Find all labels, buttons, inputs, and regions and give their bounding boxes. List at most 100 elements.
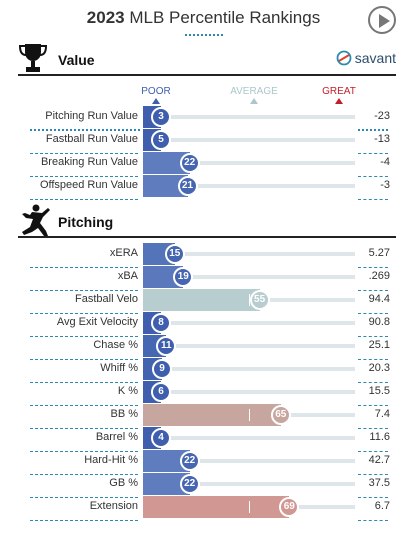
metric-value: 94.4 [368,293,390,305]
savant-label: savant [354,50,396,66]
metric-value: 25.1 [368,339,390,351]
legend-great-label: GREAT [322,86,356,97]
row-divider-right [358,129,388,131]
legend-poor-arrow-icon [152,98,160,104]
percentile-row[interactable]: Whiff % 9 20.3 [0,358,407,383]
metric-name: Offspeed Run Value [39,179,138,191]
percentile-bubble: 11 [156,336,177,356]
percentile-track [143,321,355,325]
trophy-icon [18,44,48,72]
row-divider-right [358,497,388,498]
metric-value: 11.6 [369,431,390,443]
metric-name: Fastball Velo [75,293,138,305]
row-divider-right [358,313,388,314]
percentile-track [143,344,355,348]
metric-name: Extension [89,500,138,512]
percentile-row[interactable]: Fastball Run Value 5 -13 [0,129,407,154]
savant-brand[interactable]: savant [336,50,396,66]
play-button[interactable] [368,6,396,34]
pitcher-icon [22,204,50,236]
row-divider [30,359,138,360]
percentile-row[interactable]: Hard-Hit % 22 42.7 [0,450,407,475]
percentile-bar [143,473,190,495]
row-divider [30,497,138,498]
legend-average: AVERAGE [224,86,284,104]
percentile-track [143,184,355,188]
row-divider [30,336,138,337]
percentile-bubble: 21 [177,176,198,196]
percentile-bubble: 4 [151,428,171,448]
percentile-row[interactable]: Fastball Velo 55 94.4 [0,289,407,314]
metric-name: Hard-Hit % [84,454,138,466]
legend-average-arrow-icon [250,98,258,104]
percentile-bar [143,175,188,197]
metric-value: 5.27 [368,247,390,259]
row-divider [30,474,138,475]
row-divider [30,267,138,268]
title-underline [184,34,223,36]
percentile-row[interactable]: BB % 65 7.4 [0,404,407,429]
metric-value: 42.7 [368,454,390,466]
percentile-row[interactable]: K % 6 15.5 [0,381,407,406]
row-divider-right [358,451,388,452]
metric-name: K % [117,385,138,397]
row-divider [30,199,138,200]
row-divider-right [358,520,388,521]
percentile-bar [143,152,190,174]
percentile-bar [143,404,281,426]
metric-value: -4 [380,156,390,168]
percentile-row[interactable]: Offspeed Run Value 21 -3 [0,175,407,200]
percentile-track [143,436,355,440]
percentile-bar [143,266,184,288]
metric-value: 90.8 [368,316,390,328]
percentile-row[interactable]: Breaking Run Value 22 -4 [0,152,407,177]
percentile-row[interactable]: GB % 22 37.5 [0,473,407,498]
metric-value: 20.3 [368,362,390,374]
percentile-bar [143,289,260,311]
percentile-bubble: 22 [179,474,200,494]
percentile-bubble: 22 [179,451,200,471]
row-divider [30,520,138,521]
row-divider-right [358,176,388,177]
metric-value: 6.7 [374,500,390,512]
percentile-row[interactable]: xBA 19 .269 [0,266,407,291]
row-divider [30,176,138,177]
percentile-row[interactable]: Barrel % 4 11.6 [0,427,407,452]
percentile-bubble: 9 [152,359,173,379]
percentile-row[interactable]: Extension 69 6.7 [0,496,407,521]
metric-name: Fastball Run Value [45,133,138,145]
percentile-bubble: 55 [249,290,270,310]
row-divider-right [358,382,388,383]
row-divider-right [358,428,388,429]
row-divider-right [358,199,388,200]
row-divider [30,382,138,383]
average-marker [249,409,250,421]
percentile-track [143,482,355,486]
percentile-bubble: 19 [173,267,194,287]
percentile-track [143,275,355,279]
metric-value: 7.4 [374,408,390,420]
section-rule-pitching [18,236,396,238]
percentile-track [143,459,355,463]
metric-value: -23 [374,110,390,122]
title-year: 2023 [86,8,125,27]
percentile-bubble: 69 [279,497,300,517]
legend-great-arrow-icon [335,98,343,104]
row-divider [30,428,138,429]
row-divider [30,129,140,131]
percentile-row[interactable]: Avg Exit Velocity 8 90.8 [0,312,407,337]
legend-great: GREAT [309,86,369,104]
percentile-row[interactable]: xERA 15 5.27 [0,243,407,268]
row-divider [30,451,138,452]
metric-name: Pitching Run Value [45,110,138,122]
savant-logo-icon [336,50,352,66]
row-divider-right [358,336,388,337]
percentile-row[interactable]: Chase % 11 25.1 [0,335,407,360]
metric-name: Breaking Run Value [40,156,138,168]
percentile-bubble: 65 [270,405,291,425]
row-divider [30,405,138,406]
title-text: MLB Percentile Rankings [124,8,321,27]
page-title-wrap: 2023 MLB Percentile Rankings [0,8,407,36]
metric-value: -13 [374,133,390,145]
percentile-row[interactable]: Pitching Run Value 3 -23 [0,106,407,131]
